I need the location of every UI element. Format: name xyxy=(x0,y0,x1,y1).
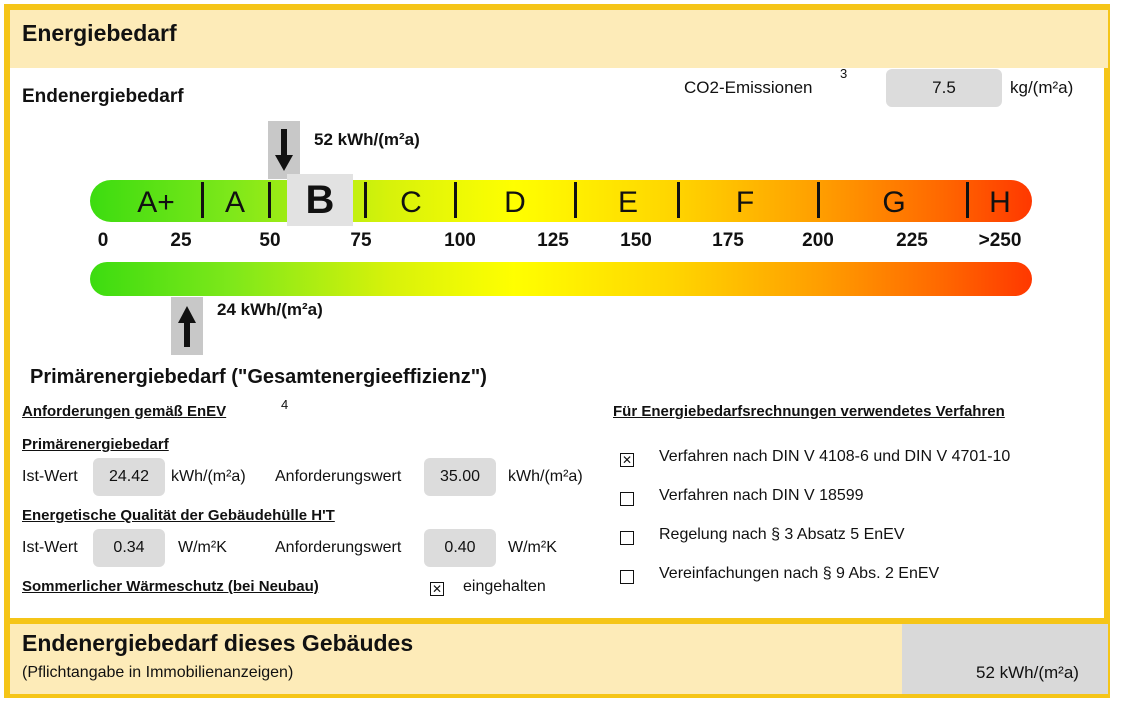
scale-tick-label: 125 xyxy=(537,230,569,251)
endenergie-marker xyxy=(268,121,300,179)
primaer-marker xyxy=(171,297,203,355)
verfahren-checkbox[interactable] xyxy=(620,570,634,584)
sommer-checkbox[interactable]: ✕ xyxy=(430,582,444,596)
primaer-gradient-bar xyxy=(90,262,1032,296)
scale-tick-label: 200 xyxy=(802,230,834,251)
class-highlight xyxy=(287,174,353,226)
header-band xyxy=(10,10,1108,68)
energy-class-label: F xyxy=(735,186,755,219)
anforderungen-footnote: 4 xyxy=(281,397,289,412)
verfahren-option-label: Verfahren nach DIN V 18599 xyxy=(659,487,864,504)
energy-class-label: B xyxy=(305,178,335,222)
verfahren-option-label: Verfahren nach DIN V 4108-6 und DIN V 47… xyxy=(659,448,1011,465)
co2-unit: kg/(m²a) xyxy=(1010,78,1074,97)
endenergie-title: Endenergiebedarf xyxy=(22,86,184,107)
ht-ist-label: Ist-Wert xyxy=(22,539,78,556)
scale-tick-label: 225 xyxy=(896,230,928,251)
huelle-subheading: Energetische Qualität der Gebäudehülle H… xyxy=(22,507,335,524)
co2-label: CO2-Emissionen xyxy=(684,78,813,97)
class-separator xyxy=(364,182,367,218)
ht-anf-unit: W/m²K xyxy=(508,539,557,556)
class-separator xyxy=(201,182,204,218)
class-separator xyxy=(454,182,457,218)
energy-class-label: A+ xyxy=(137,186,175,219)
ist-wert-value: 24.42 xyxy=(93,458,165,496)
arrow-down-icon xyxy=(275,129,293,171)
verfahren-title: Für Energiebedarfsrechnungen verwendetes… xyxy=(613,403,1005,420)
scale-tick-label: 0 xyxy=(97,230,109,251)
page-title: Energiebedarf xyxy=(22,20,177,46)
class-separator xyxy=(677,182,680,218)
class-separator xyxy=(966,182,969,218)
certificate-frame xyxy=(4,4,1110,698)
scale-tick-label: 75 xyxy=(350,230,372,251)
ht-ist-value: 0.34 xyxy=(93,529,165,567)
anforderungswert-unit: kWh/(m²a) xyxy=(508,468,583,485)
scale-tick-label: 150 xyxy=(620,230,652,251)
ht-anf-label: Anforderungswert xyxy=(275,539,402,556)
sommer-label: Sommerlicher Wärmeschutz (bei Neubau) xyxy=(22,578,319,595)
ht-anf-value: 0.40 xyxy=(424,529,496,567)
footer-title: Endenergiebedarf dieses Gebäudes xyxy=(22,630,414,656)
anforderungswert-value: 35.00 xyxy=(424,458,496,496)
sommer-text: eingehalten xyxy=(463,578,546,595)
verfahren-checkbox[interactable]: ✕ xyxy=(620,453,634,467)
anforderungen-title: Anforderungen gemäß EnEV xyxy=(22,403,227,420)
energy-class-label: C xyxy=(400,186,422,219)
energy-class-label: A xyxy=(224,186,246,219)
energy-class-label: G xyxy=(882,186,906,219)
endenergie-value-label: 52 kWh/(m²a) xyxy=(314,130,420,149)
verfahren-option-label: Vereinfachungen nach § 9 Abs. 2 EnEV xyxy=(659,565,940,582)
co2-footnote: 3 xyxy=(840,66,848,81)
verfahren-checkbox[interactable] xyxy=(620,492,634,506)
energy-class-bar xyxy=(90,180,1032,222)
ist-wert-label: Ist-Wert xyxy=(22,468,78,485)
footer-value-box xyxy=(902,624,1108,694)
footer-subtitle: (Pflichtangabe in Immobilienanzeigen) xyxy=(22,664,294,681)
primaer-value-label: 24 kWh/(m²a) xyxy=(217,300,323,319)
footer-value: 52 kWh/(m²a) xyxy=(976,663,1079,682)
scale-tick-label: >250 xyxy=(978,230,1022,251)
energy-class-label: E xyxy=(617,186,639,219)
verfahren-option-label: Regelung nach § 3 Absatz 5 EnEV xyxy=(659,526,905,543)
class-separator xyxy=(268,182,271,218)
verfahren-checkbox[interactable] xyxy=(620,531,634,545)
class-separator xyxy=(574,182,577,218)
energy-class-label: D xyxy=(504,186,526,219)
scale-tick-label: 100 xyxy=(444,230,476,251)
footer-divider xyxy=(10,618,1108,624)
anforderungswert-label: Anforderungswert xyxy=(275,468,402,485)
ist-wert-unit: kWh/(m²a) xyxy=(171,468,246,485)
ht-ist-unit: W/m²K xyxy=(178,539,227,556)
scale-tick-label: 25 xyxy=(170,230,192,251)
class-separator xyxy=(817,182,820,218)
arrow-up-icon xyxy=(178,306,196,347)
scale-tick-label: 175 xyxy=(712,230,744,251)
energy-class-label: H xyxy=(989,186,1011,219)
primaer-subheading: Primärenergiebedarf xyxy=(22,436,169,453)
scale-tick-label: 50 xyxy=(259,230,281,251)
primaer-title: Primärenergiebedarf ("Gesamtenergieeffiz… xyxy=(30,366,487,388)
co2-value: 7.5 xyxy=(886,69,1002,107)
